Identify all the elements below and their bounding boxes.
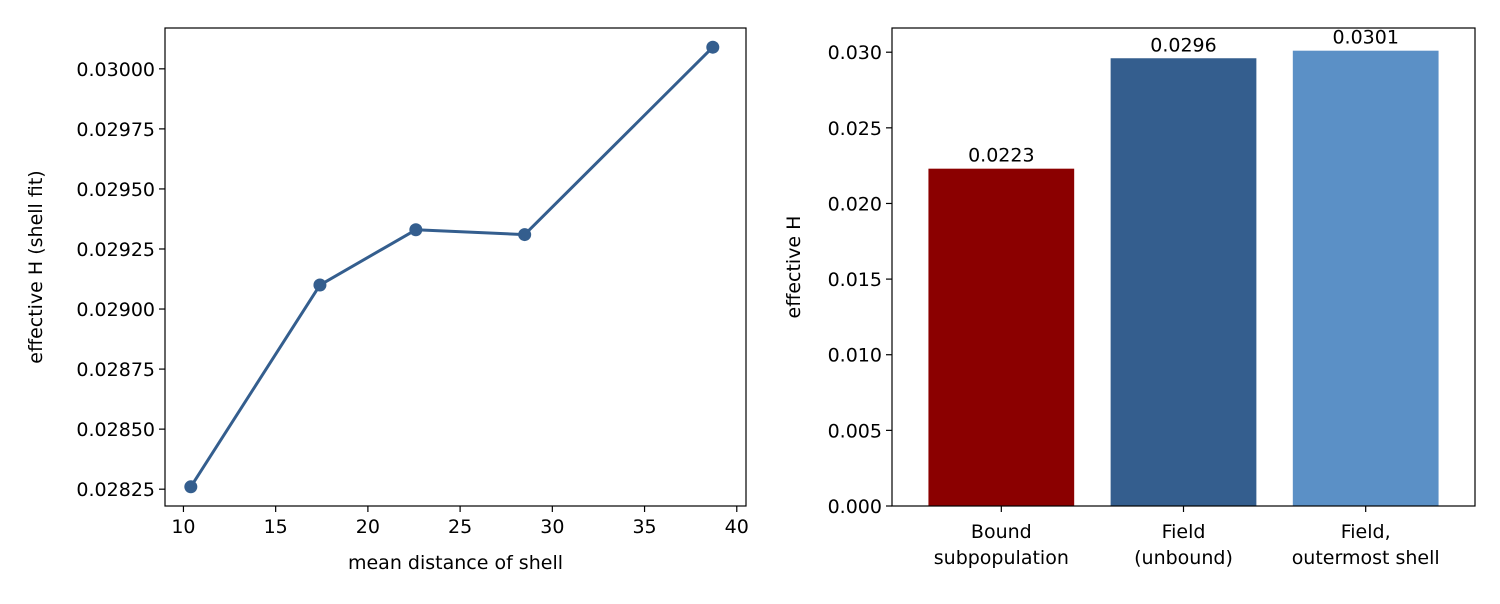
y-tick-label: 0.02975 (76, 119, 155, 141)
x-tick-label: (unbound) (1134, 547, 1233, 569)
data-point (518, 228, 532, 242)
y-tick-label: 0.02950 (76, 179, 155, 201)
y-tick-label: 0.030 (828, 42, 882, 64)
x-tick-label: 35 (632, 516, 656, 538)
y-tick-label: 0.02900 (76, 299, 155, 321)
data-point (313, 278, 327, 292)
y-tick-label: 0.000 (828, 496, 882, 518)
y-tick-label: 0.02825 (76, 479, 155, 501)
line-chart-frame (164, 27, 747, 507)
y-tick-label: 0.025 (828, 118, 882, 140)
x-tick-label: 15 (264, 516, 288, 538)
bar (1110, 58, 1257, 506)
y-tick-label: 0.015 (828, 269, 882, 291)
x-tick-label: subpopulation (934, 547, 1069, 569)
bar-value-label: 0.0296 (1150, 34, 1216, 56)
bar (1292, 50, 1439, 506)
y-tick-label: 0.010 (828, 345, 882, 367)
bar-value-label: 0.0301 (1332, 27, 1398, 49)
x-tick-label: 20 (356, 516, 380, 538)
y-tick-label: 0.02850 (76, 419, 155, 441)
y-tick-label: 0.02875 (76, 359, 155, 381)
y-tick-label: 0.02925 (76, 239, 155, 261)
y-tick-label: 0.020 (828, 193, 882, 215)
x-tick-label: Bound (971, 521, 1032, 543)
data-point (706, 40, 720, 54)
data-point (184, 480, 198, 494)
x-tick-label: 40 (725, 516, 749, 538)
x-tick-label: 10 (171, 516, 195, 538)
x-tick-label: Field (1162, 521, 1206, 543)
y-axis-label: effective H (shell fit) (25, 170, 47, 363)
line-chart: 10 15 20 25 30 35 40 0.02825 0.02850 0.02875 0.029… (25, 27, 749, 574)
x-tick-label: outermost shell (1292, 547, 1440, 569)
y-tick-label: 0.005 (828, 420, 882, 442)
data-point (409, 223, 423, 237)
bar-value-label: 0.0223 (968, 145, 1034, 167)
x-axis-label: mean distance of shell (348, 552, 563, 574)
x-tick-label: 30 (540, 516, 564, 538)
x-tick-label: Field, (1341, 521, 1391, 543)
bar-chart-frame (891, 27, 1476, 507)
y-tick-label: 0.03000 (76, 59, 155, 81)
bar (928, 168, 1075, 506)
bar-chart: 0.0223 Bound subpopulation 0.0296 Field (unbo… (783, 27, 1476, 569)
x-tick-label: 25 (448, 516, 472, 538)
y-axis-label: effective H (783, 216, 805, 319)
